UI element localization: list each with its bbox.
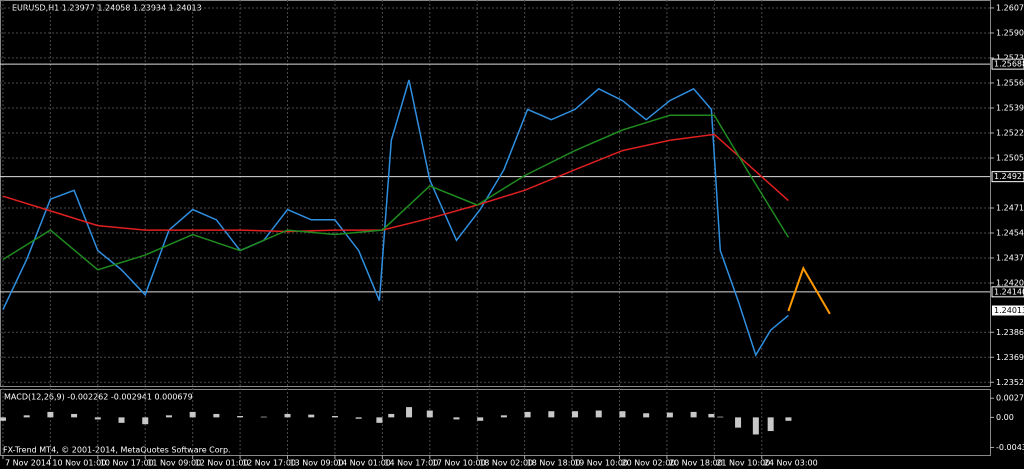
- histogram-bar: [767, 417, 774, 432]
- histogram-bar: [666, 412, 673, 418]
- current-price-label: 1.24013: [994, 306, 1024, 315]
- y-tick-label: 0.00: [996, 413, 1014, 422]
- histogram-bar: [376, 417, 383, 423]
- histogram-bar: [500, 415, 507, 418]
- histogram-bar: [735, 417, 742, 428]
- histogram-bar: [572, 411, 579, 418]
- histogram-bar: [690, 411, 697, 418]
- x-tick-label: 14 Nov 01:00: [337, 459, 391, 468]
- y-tick-label: 1.23525: [996, 378, 1024, 387]
- histogram-bar: [406, 407, 413, 418]
- histogram-bar: [237, 416, 244, 418]
- x-tick-label: 12 Nov 17:00: [242, 459, 296, 468]
- histogram-bar: [524, 411, 531, 418]
- histogram-bar: [308, 414, 315, 418]
- x-tick-label: 11 Nov 09:00: [147, 459, 201, 468]
- price-line: [787, 265, 831, 315]
- histogram-bar: [260, 416, 267, 418]
- x-tick-label: 18 Nov 02:00: [479, 459, 533, 468]
- histogram-bar: [213, 413, 220, 418]
- price-line: [2, 114, 790, 271]
- histogram-bar: [94, 417, 101, 420]
- level-tag: [991, 286, 1024, 298]
- y-tick-label: 1.26070: [996, 3, 1024, 12]
- histogram-bar: [477, 417, 484, 421]
- macd-frame: [0, 389, 991, 456]
- level-label: 1.25688: [994, 60, 1024, 69]
- histogram-bar: [23, 415, 30, 418]
- y-tick-label: 0.002797: [996, 394, 1024, 403]
- histogram-bar: [355, 417, 362, 419]
- x-tick-label: 14 Nov 17:00: [384, 459, 438, 468]
- y-tick-label: 1.24540: [996, 228, 1024, 237]
- histogram-bar: [785, 417, 792, 421]
- histogram-bar: [47, 411, 54, 418]
- x-tick-label: 7 Nov 2014: [5, 459, 51, 468]
- y-tick-label: 1.25730: [996, 53, 1024, 62]
- main-frame: [0, 0, 991, 387]
- level-label: 1.24923: [994, 172, 1024, 181]
- y-tick-label: 1.24370: [996, 254, 1024, 263]
- y-tick-label: 1.24200: [996, 279, 1024, 288]
- histogram-bar: [142, 417, 149, 425]
- histogram-bar: [189, 411, 196, 418]
- y-tick-label: -0.004399: [996, 443, 1024, 452]
- x-tick-label: 21 Nov 10:00: [716, 459, 770, 468]
- histogram-bar: [388, 413, 395, 418]
- histogram-bar: [717, 416, 724, 418]
- x-tick-label: 18 Nov 18:00: [527, 459, 581, 468]
- x-tick-label: 20 Nov 02:00: [621, 459, 675, 468]
- histogram-bar: [331, 416, 338, 418]
- histogram-bar: [426, 410, 433, 418]
- x-tick-label: 17 Nov 10:00: [432, 459, 486, 468]
- footer: FX-Trend MT4, © 2001-2014, MetaQuotes So…: [3, 446, 231, 455]
- x-tick-label: 13 Nov 09:00: [290, 459, 344, 468]
- current-price-tag: [992, 305, 1024, 316]
- y-tick-label: 1.25050: [996, 153, 1024, 162]
- y-tick-label: 1.23695: [996, 353, 1024, 362]
- histogram-bar: [0, 417, 6, 421]
- x-tick-label: 12 Nov 01:00: [195, 459, 249, 468]
- histogram-bar: [118, 417, 125, 423]
- histogram-bar: [708, 413, 715, 418]
- price-line: [2, 79, 789, 357]
- y-tick-label: 1.23865: [996, 328, 1024, 337]
- y-tick-label: 1.25220: [996, 128, 1024, 137]
- x-tick-label: 19 Nov 10:00: [574, 459, 628, 468]
- histogram-bar: [643, 413, 650, 418]
- y-tick-label: 1.25900: [996, 28, 1024, 37]
- x-tick-label: 10 Nov 01:00: [52, 459, 106, 468]
- histogram-bar: [165, 415, 172, 418]
- histogram-bar: [453, 417, 460, 420]
- level-label: 1.24140: [994, 287, 1024, 296]
- y-tick-label: 1.24710: [996, 203, 1024, 212]
- histogram-bar: [548, 411, 555, 418]
- y-tick-label: 1.25390: [996, 103, 1024, 112]
- x-tick-label: 20 Nov 18:00: [669, 459, 723, 468]
- y-tick-label: 1.25560: [996, 78, 1024, 87]
- level-tag: [991, 171, 1024, 183]
- macd-title: MACD(12,26,9) -0.002262 -0.002941 0.0006…: [4, 393, 193, 402]
- x-tick-label: 10 Nov 17:00: [100, 459, 154, 468]
- histogram-bar: [284, 413, 291, 418]
- chart-title: EURUSD,H1 1.23977 1.24058 1.23934 1.2401…: [12, 4, 202, 13]
- histogram-bar: [595, 410, 602, 418]
- x-tick-label: 24 Nov 03:00: [764, 459, 818, 468]
- histogram-bar: [752, 417, 759, 435]
- level-tag: [991, 58, 1024, 70]
- histogram-bar: [71, 413, 78, 418]
- histogram-bar: [619, 411, 626, 418]
